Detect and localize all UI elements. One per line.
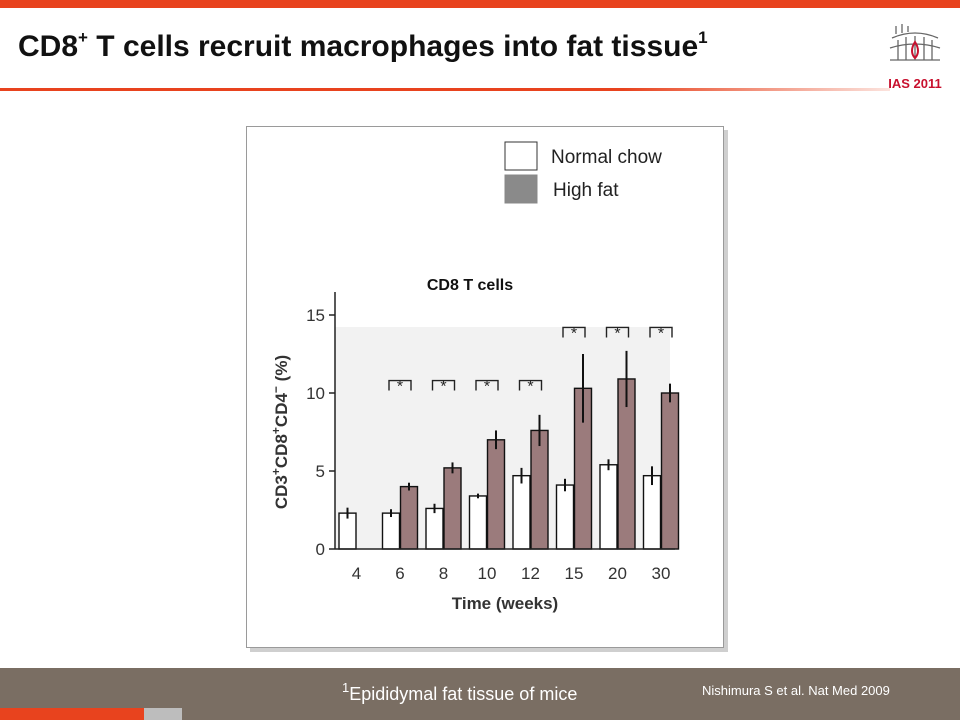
x-tick-label: 20 [608,564,627,583]
chart-title: CD8 T cells [427,277,513,294]
bar-normal-chow [512,474,531,550]
y-axis-label-part: + [269,427,283,434]
significance-marker: * [571,325,577,342]
y-tick-label: 10 [306,384,325,403]
bar-normal-chow [381,512,401,550]
ias-logo: IAS 2011 [884,18,946,94]
significance-marker: * [658,325,664,342]
significance-bracket [605,326,630,338]
bar-high-fat [660,392,680,550]
significance-bracket [562,326,586,338]
y-axis-label-part: + [269,468,283,475]
legend-swatch-normal-chow [504,141,538,171]
top-accent-bar [0,0,960,8]
bar-high-fat [530,429,549,550]
significance-bracket [431,379,456,391]
significance-bracket [518,379,543,391]
y-tick-label: 5 [316,462,325,481]
x-tick-label: 10 [478,564,497,583]
title-superscript: + [78,28,88,47]
footer-note: 1Epididymal fat tissue of mice [342,680,577,705]
x-tick-label: 15 [565,564,584,583]
y-axis-label-part: CD4 [272,393,291,428]
x-axis-label: Time (weeks) [452,594,558,613]
x-tick-label: 30 [652,564,671,583]
significance-marker: * [614,325,620,342]
x-tick-label: 4 [352,564,361,583]
y-axis-label: CD3+CD8+CD4− (%) [269,355,291,509]
significance-marker: * [484,379,490,396]
significance-marker: * [397,379,403,396]
title-footnote-ref: 1 [698,28,708,47]
chart-panel: CD8 T cells 0 5 10 15 CD3+CD8+CD4− (%) 4 * 6 * 8 * 1… [246,126,724,648]
significance-bracket [388,379,412,391]
bar-normal-chow [468,495,488,550]
significance-bracket [649,326,673,338]
bar-high-fat [443,467,462,550]
bar-normal-chow [642,474,662,550]
legend-label-high-fat: High fat [553,180,619,201]
bar-high-fat [486,439,506,550]
colosseum-icon [889,24,941,61]
legend-label-normal-chow: Normal chow [551,147,662,168]
footer-ref: 1 [342,680,350,695]
footer-grey-strip [144,708,182,720]
logo-text: IAS 2011 [888,76,942,91]
y-axis-label-part: − [269,386,283,393]
y-axis-label-part: CD8 [272,434,291,468]
title-main: CD8 [18,30,79,63]
bar-normal-chow [555,484,575,550]
x-tick-label: 6 [395,564,404,583]
significance-marker: * [527,379,533,396]
y-tick-label: 15 [306,306,325,325]
x-tick-label: 8 [439,564,448,583]
significance-bracket [475,379,499,391]
y-tick-label: 0 [316,540,325,559]
slide-title: CD8+ T cells recruit macrophages into fa… [18,28,708,64]
footer-note-text: Epididymal fat tissue of mice [349,684,578,704]
citation: Nishimura S et al. Nat Med 2009 [702,683,890,698]
y-axis-label-part: CD3 [272,475,291,509]
significance-marker: * [440,379,446,396]
bar-normal-chow [425,507,444,550]
title-rule [0,88,890,91]
x-tick-label: 12 [521,564,540,583]
footer-red-strip [0,708,144,720]
bar-high-fat [399,485,419,550]
y-axis-label-part: (%) [272,355,291,386]
legend-swatch-high-fat [504,174,538,204]
bar-normal-chow [599,464,618,550]
title-rest: T cells recruit macrophages into fat tis… [87,30,699,63]
